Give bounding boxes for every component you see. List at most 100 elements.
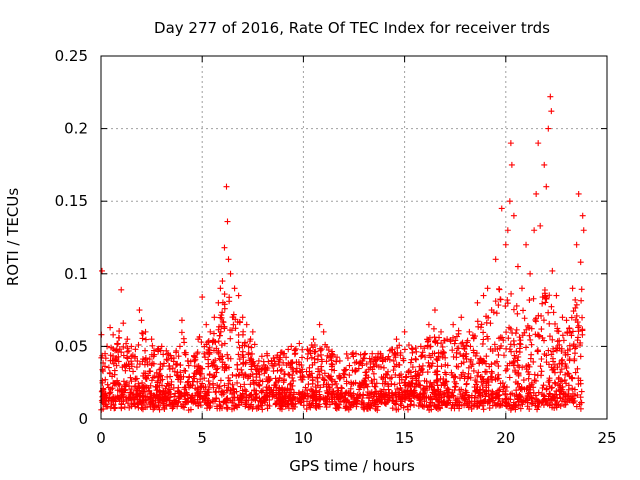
data-point: [221, 291, 228, 298]
data-point: [543, 183, 550, 190]
data-point: [322, 400, 329, 407]
data-point: [467, 356, 474, 363]
data-point: [156, 366, 163, 373]
data-point: [264, 405, 271, 412]
x-tick-label: 0: [96, 429, 106, 447]
data-point: [197, 394, 204, 401]
data-point: [211, 338, 218, 345]
data-point: [147, 382, 154, 389]
data-point: [452, 383, 459, 390]
data-point: [455, 327, 462, 334]
data-point: [148, 351, 155, 358]
data-point: [124, 336, 131, 343]
data-point: [470, 367, 477, 374]
data-point: [474, 372, 481, 379]
data-point: [401, 346, 408, 353]
data-point: [142, 382, 149, 389]
data-point: [300, 402, 307, 409]
data-point: [132, 346, 139, 353]
data-point: [432, 337, 439, 344]
data-point: [255, 357, 262, 364]
data-point: [577, 353, 584, 360]
data-point: [519, 364, 526, 371]
data-point: [565, 386, 572, 393]
data-point: [287, 381, 294, 388]
data-point: [546, 333, 553, 340]
data-point: [248, 401, 255, 408]
data-point: [203, 392, 210, 399]
data-point: [470, 349, 477, 356]
data-point: [392, 354, 399, 361]
data-point: [227, 397, 234, 404]
data-point: [504, 300, 511, 307]
data-point: [149, 342, 156, 349]
data-point: [235, 331, 242, 338]
data-point: [469, 361, 476, 368]
x-tick-label: 10: [294, 429, 313, 447]
data-point: [182, 368, 189, 374]
data-point: [509, 360, 516, 367]
data-point: [297, 399, 304, 406]
data-point: [157, 347, 164, 354]
data-point: [213, 395, 220, 402]
data-point: [124, 348, 131, 355]
data-point: [381, 392, 388, 399]
data-point: [148, 362, 155, 369]
data-point: [451, 340, 458, 347]
data-point: [308, 386, 315, 393]
data-point: [317, 384, 324, 391]
data-point: [550, 366, 557, 373]
data-point: [198, 339, 205, 346]
data-point: [391, 381, 398, 388]
data-point: [515, 353, 522, 360]
data-point: [478, 321, 485, 328]
data-point: [326, 374, 333, 381]
data-point: [480, 329, 487, 336]
data-point: [492, 298, 499, 305]
data-point: [404, 391, 411, 398]
data-point: [256, 382, 263, 389]
data-point: [229, 381, 236, 388]
data-point: [547, 391, 554, 398]
data-point: [419, 349, 426, 356]
data-point: [458, 371, 465, 378]
data-point: [210, 347, 217, 354]
data-point: [258, 353, 265, 360]
data-point: [261, 370, 268, 377]
data-point: [112, 356, 119, 363]
data-point: [176, 343, 183, 350]
data-point: [346, 362, 353, 369]
data-point: [240, 328, 247, 335]
data-point: [225, 256, 232, 263]
data-point: [551, 379, 558, 386]
data-point: [230, 311, 237, 318]
data-point: [280, 359, 287, 366]
plot-frame: [100, 55, 608, 420]
data-point: [135, 341, 142, 348]
data-point: [325, 347, 332, 354]
data-point: [575, 381, 582, 388]
data-point: [405, 379, 412, 386]
data-point: [241, 342, 248, 349]
data-point: [290, 391, 297, 398]
data-point: [185, 362, 192, 369]
data-point: [231, 285, 238, 292]
data-point: [397, 395, 404, 402]
data-point: [472, 352, 479, 359]
data-point: [412, 355, 419, 362]
data-point: [367, 405, 374, 412]
data-point: [314, 375, 321, 382]
data-point: [480, 406, 487, 413]
data-point: [466, 328, 473, 335]
data-point: [557, 395, 564, 402]
data-point: [388, 346, 395, 353]
data-point: [472, 388, 479, 395]
data-point: [235, 351, 242, 358]
data-point: [442, 369, 449, 376]
data-point: [515, 395, 522, 402]
data-point: [517, 337, 524, 344]
data-point: [372, 383, 379, 390]
data-point: [384, 368, 391, 375]
data-point: [411, 402, 418, 409]
data-point: [532, 392, 539, 399]
